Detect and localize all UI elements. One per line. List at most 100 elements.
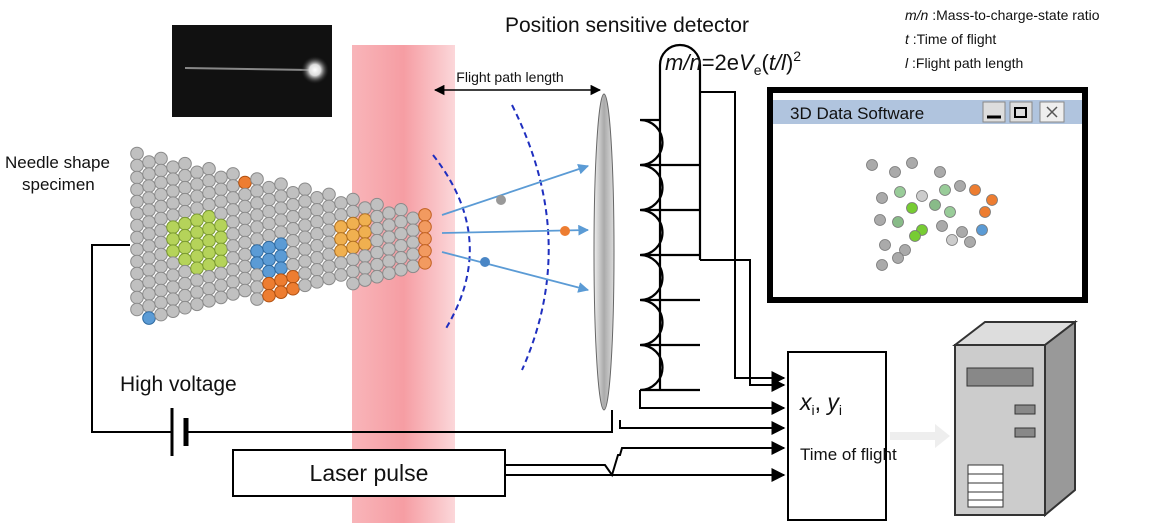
atom (179, 169, 192, 182)
atom (275, 274, 288, 287)
atom (131, 195, 144, 208)
atom (179, 277, 192, 290)
atom (299, 243, 312, 256)
atom (359, 238, 372, 251)
atom (311, 216, 324, 229)
atom (275, 250, 288, 263)
specimen-label-line: Needle shape (5, 153, 110, 172)
atom (143, 312, 156, 325)
atom (347, 205, 360, 218)
atom (143, 192, 156, 205)
atom (155, 260, 168, 273)
atom (167, 293, 180, 306)
atom (191, 178, 204, 191)
atom (155, 212, 168, 225)
atom (263, 205, 276, 218)
atom (311, 276, 324, 289)
atom (275, 178, 288, 191)
atom (323, 224, 336, 237)
atom (155, 308, 168, 321)
atom (893, 217, 904, 228)
atom (263, 193, 276, 206)
atom (155, 164, 168, 177)
atom (371, 258, 384, 271)
legend-text: :Time of flight (909, 31, 997, 47)
atom (419, 233, 432, 246)
atom (167, 245, 180, 258)
atom (311, 240, 324, 253)
atom (215, 279, 228, 292)
atom (179, 253, 192, 266)
ion (560, 226, 570, 236)
atom (287, 198, 300, 211)
atom (299, 279, 312, 292)
atom (347, 241, 360, 254)
atom (191, 214, 204, 227)
atom (275, 262, 288, 275)
atom (215, 207, 228, 220)
atom (203, 199, 216, 212)
atom (239, 224, 252, 237)
atom (143, 228, 156, 241)
coordinates: xi, yi (799, 389, 842, 418)
atom (143, 288, 156, 301)
atom (311, 252, 324, 265)
specimen-label-line: specimen (22, 175, 95, 194)
atom (179, 181, 192, 194)
atom (371, 246, 384, 259)
detector-label: Position sensitive detector (505, 14, 749, 37)
atom (383, 207, 396, 220)
specimen-label: Needle shape specimen (5, 153, 110, 194)
atom (131, 207, 144, 220)
legend: m/n :Mass-to-charge-state ratio t :Time … (905, 7, 1100, 71)
computer-side (1045, 322, 1075, 515)
formula-part: =2e (702, 50, 739, 75)
atom (419, 257, 432, 270)
atom (239, 260, 252, 273)
atom (910, 231, 921, 242)
atom (287, 246, 300, 259)
atom (877, 260, 888, 271)
atom (945, 207, 956, 218)
atom (167, 233, 180, 246)
restore-button[interactable] (1010, 102, 1032, 122)
atom (191, 190, 204, 203)
window-title: 3D Data Software (790, 104, 924, 123)
atom (875, 215, 886, 226)
atom (907, 203, 918, 214)
atom (287, 282, 300, 295)
atom (167, 173, 180, 186)
atom (239, 200, 252, 213)
atom (263, 241, 276, 254)
atom (299, 207, 312, 220)
atom (143, 264, 156, 277)
atom (215, 291, 228, 304)
legend-entry: l :Flight path length (905, 55, 1023, 71)
transfer-arrow (890, 424, 950, 448)
atom (167, 185, 180, 198)
minimize-button[interactable] (983, 102, 1005, 122)
atom (287, 270, 300, 283)
atom (215, 195, 228, 208)
atom (287, 222, 300, 235)
atom (299, 267, 312, 280)
wavefront (512, 105, 549, 370)
atom (131, 171, 144, 184)
atom (251, 293, 264, 306)
high-voltage-label: High voltage (120, 373, 237, 396)
atom (239, 284, 252, 297)
coord-part: i (839, 402, 842, 418)
atom (167, 281, 180, 294)
atom (299, 231, 312, 244)
atom (287, 258, 300, 271)
laser-label: Laser pulse (310, 460, 429, 486)
atom (987, 195, 998, 206)
atom (335, 221, 348, 234)
atom (179, 289, 192, 302)
atom (299, 183, 312, 196)
atom (179, 193, 192, 206)
drive-bay (967, 368, 1033, 386)
atom (275, 214, 288, 227)
atom (880, 240, 891, 251)
atom (395, 203, 408, 216)
